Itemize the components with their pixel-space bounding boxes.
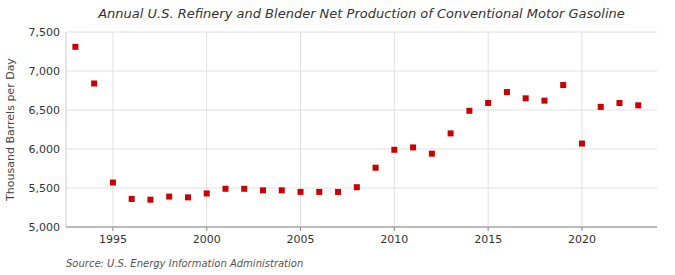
point [147, 197, 153, 203]
point [185, 194, 191, 200]
point [260, 187, 266, 193]
x-grid-line [300, 32, 301, 227]
y-tick-label: 7,000 [29, 65, 61, 78]
point [166, 194, 172, 200]
point [616, 100, 622, 106]
point [279, 187, 285, 193]
y-grid-line [66, 149, 657, 150]
x-tick-label: 2020 [568, 233, 596, 246]
x-grid-line [394, 32, 395, 227]
grid [66, 32, 657, 227]
point [222, 186, 228, 192]
point [541, 98, 547, 104]
x-axis-line [66, 227, 657, 228]
x-tick [394, 227, 395, 231]
y-axis-line [66, 32, 67, 227]
point [110, 180, 116, 186]
point [560, 82, 566, 88]
point [391, 147, 397, 153]
point [635, 102, 641, 108]
y-grid-line [66, 71, 657, 72]
chart: 1995 2000 2005 2010 2015 2020 5,000 5,500 6,000 6… [0, 0, 675, 275]
point [298, 189, 304, 195]
y-tick-label: 5,000 [29, 221, 61, 234]
x-tick [112, 227, 113, 231]
y-axis-label: Thousand Barrels per Day [4, 58, 17, 202]
y-grid-line [66, 110, 657, 111]
point [523, 95, 529, 101]
y-grid-line [66, 32, 657, 33]
point [91, 80, 97, 86]
point [485, 100, 491, 106]
point [129, 196, 135, 202]
y-grid-line [66, 188, 657, 189]
point [579, 141, 585, 147]
y-tick-label: 7,500 [29, 26, 61, 39]
x-tick-label: 1995 [99, 233, 127, 246]
y-grid-line [66, 227, 657, 228]
x-grid-line [488, 32, 489, 227]
point [429, 151, 435, 157]
point [354, 184, 360, 190]
y-tick-label: 6,000 [29, 143, 61, 156]
x-tick-label: 2010 [380, 233, 408, 246]
x-tick [206, 227, 207, 231]
point [504, 89, 510, 95]
point [373, 165, 379, 171]
x-grid-line [581, 32, 582, 227]
point [598, 104, 604, 110]
y-tick-label: 6,500 [29, 104, 61, 117]
point [448, 130, 454, 136]
x-tick [300, 227, 301, 231]
point [241, 186, 247, 192]
point [72, 44, 78, 50]
point [410, 144, 416, 150]
x-tick-label: 2015 [474, 233, 502, 246]
x-tick-label: 2000 [193, 233, 221, 246]
title: Annual U.S. Refinery and Blender Net Pro… [97, 6, 625, 21]
source-note: Source: U.S. Energy Information Administ… [66, 258, 303, 269]
point [204, 190, 210, 196]
point [316, 189, 322, 195]
x-tick [488, 227, 489, 231]
point [466, 108, 472, 114]
point [335, 189, 341, 195]
y-tick-label: 5,500 [29, 182, 61, 195]
x-tick-label: 2005 [287, 233, 315, 246]
points [72, 44, 641, 203]
x-grid-line [206, 32, 207, 227]
x-grid-line [112, 32, 113, 227]
x-tick [581, 227, 582, 231]
